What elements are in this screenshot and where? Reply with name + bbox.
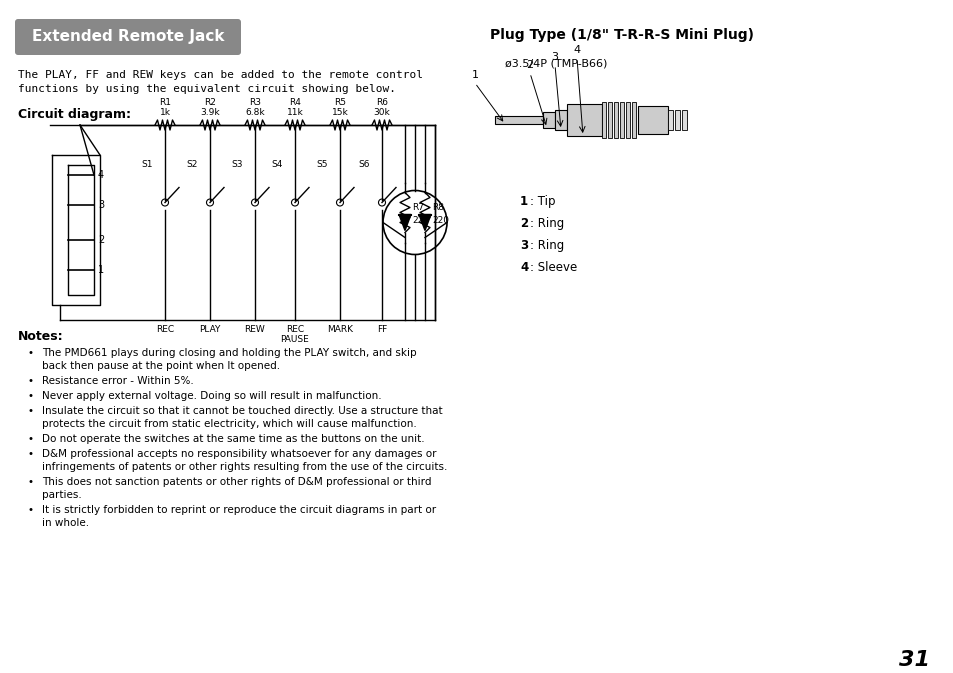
Text: 4: 4: [98, 170, 104, 180]
Bar: [619, 102, 623, 138]
Text: Insulate the circuit so that it cannot be touched directly. Use a structure that: Insulate the circuit so that it cannot b…: [42, 406, 442, 429]
Bar: [601, 102, 605, 138]
Text: R6: R6: [375, 98, 388, 107]
Text: 220: 220: [432, 216, 449, 225]
Text: S1: S1: [141, 160, 152, 169]
Text: Circuit diagram:: Circuit diagram:: [18, 108, 131, 121]
Text: S5: S5: [316, 160, 328, 169]
Text: 1k: 1k: [159, 108, 171, 117]
Text: R3: R3: [249, 98, 261, 107]
Text: R7: R7: [412, 203, 423, 212]
Text: Notes:: Notes:: [18, 330, 64, 343]
Text: 220: 220: [412, 216, 429, 225]
Bar: [681, 110, 686, 130]
Text: 2: 2: [98, 235, 104, 245]
Text: The PMD661 plays during closing and holding the PLAY switch, and skip
back then : The PMD661 plays during closing and hold…: [42, 348, 416, 371]
Text: FF: FF: [376, 325, 387, 334]
Text: D&M professional accepts no responsibility whatsoever for any damages or
infring: D&M professional accepts no responsibili…: [42, 449, 447, 472]
Text: Never apply external voltage. Doing so will result in malfunction.: Never apply external voltage. Doing so w…: [42, 391, 381, 401]
Text: Resistance error - Within 5%.: Resistance error - Within 5%.: [42, 376, 193, 386]
Bar: [614, 102, 618, 138]
Text: : Ring: : Ring: [530, 239, 563, 252]
Bar: [631, 102, 636, 138]
Bar: [638, 106, 667, 134]
Text: Do not operate the switches at the same time as the buttons on the unit.: Do not operate the switches at the same …: [42, 434, 424, 444]
Bar: [625, 102, 629, 138]
Text: R4: R4: [289, 98, 300, 107]
Text: R2: R2: [204, 98, 215, 107]
Text: 1: 1: [471, 70, 478, 80]
Bar: [667, 110, 672, 130]
Text: •: •: [28, 449, 34, 459]
Text: 2: 2: [519, 217, 528, 230]
Text: 1: 1: [519, 195, 528, 208]
Text: •: •: [28, 376, 34, 386]
Text: 3: 3: [98, 200, 104, 210]
Text: •: •: [28, 477, 34, 487]
Text: R5: R5: [334, 98, 346, 107]
Text: 3: 3: [551, 52, 558, 62]
Text: S2: S2: [187, 160, 198, 169]
Polygon shape: [418, 215, 431, 230]
Text: Plug Type (1/8" T-R-R-S Mini Plug): Plug Type (1/8" T-R-R-S Mini Plug): [490, 28, 753, 42]
Text: 4: 4: [573, 45, 580, 55]
Text: 1: 1: [98, 265, 104, 275]
Text: 3.9k: 3.9k: [200, 108, 219, 117]
Text: This does not sanction patents or other rights of D&M professional or third
part: This does not sanction patents or other …: [42, 477, 431, 500]
Text: REC
PAUSE: REC PAUSE: [280, 325, 309, 345]
Text: ø3.5/4P (TMP-B66): ø3.5/4P (TMP-B66): [504, 58, 607, 68]
Text: •: •: [28, 434, 34, 444]
Text: REC: REC: [155, 325, 173, 334]
Text: •: •: [28, 391, 34, 401]
Text: 4: 4: [519, 261, 528, 274]
Bar: [675, 110, 679, 130]
Text: 2: 2: [526, 60, 533, 70]
Text: 6.8k: 6.8k: [245, 108, 265, 117]
FancyBboxPatch shape: [15, 19, 241, 55]
Text: REW: REW: [244, 325, 265, 334]
Bar: [542, 112, 555, 128]
Text: 3: 3: [519, 239, 528, 252]
Text: MARK: MARK: [327, 325, 353, 334]
Text: R1: R1: [159, 98, 171, 107]
Text: S6: S6: [358, 160, 370, 169]
Text: : Tip: : Tip: [530, 195, 555, 208]
Bar: [555, 110, 566, 130]
Bar: [495, 116, 542, 124]
Text: 30k: 30k: [374, 108, 390, 117]
Bar: [566, 104, 601, 136]
Text: 15k: 15k: [332, 108, 348, 117]
Text: PLAY: PLAY: [199, 325, 220, 334]
Text: The PLAY, FF and REW keys can be added to the remote control
functions by using : The PLAY, FF and REW keys can be added t…: [18, 70, 422, 94]
Text: 11k: 11k: [286, 108, 303, 117]
Text: •: •: [28, 406, 34, 416]
Text: •: •: [28, 348, 34, 358]
Text: : Ring: : Ring: [530, 217, 563, 230]
Text: •: •: [28, 505, 34, 515]
Text: 31: 31: [898, 650, 929, 670]
Text: Extended Remote Jack: Extended Remote Jack: [31, 30, 224, 44]
Text: S4: S4: [272, 160, 283, 169]
Polygon shape: [398, 215, 411, 230]
Text: : Sleeve: : Sleeve: [530, 261, 577, 274]
Text: It is strictly forbidden to reprint or reproduce the circuit diagrams in part or: It is strictly forbidden to reprint or r…: [42, 505, 436, 528]
Text: S3: S3: [232, 160, 243, 169]
Text: R8: R8: [432, 203, 443, 212]
Bar: [607, 102, 612, 138]
